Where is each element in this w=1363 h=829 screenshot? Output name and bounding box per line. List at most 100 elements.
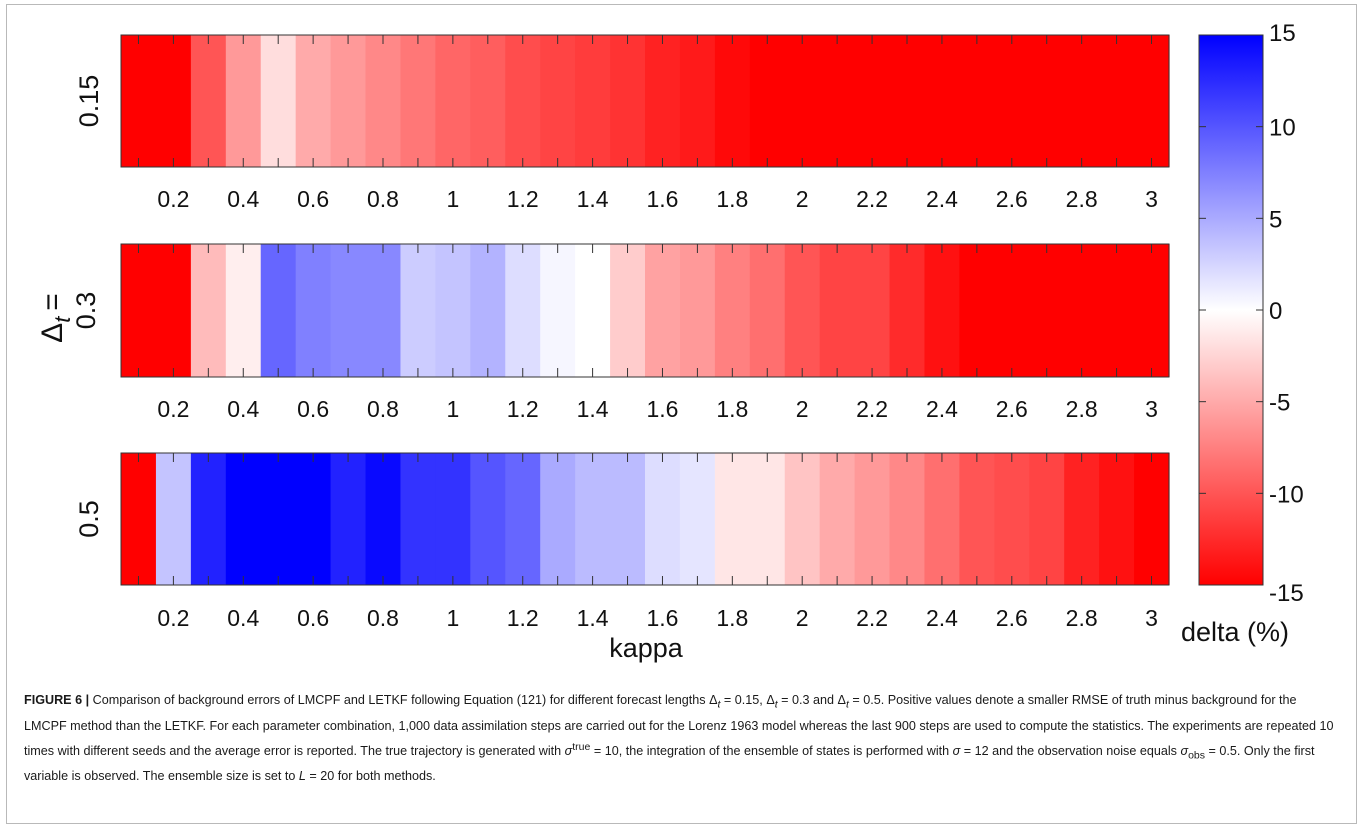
caption-text: Comparison of background errors of LMCPF… [89, 693, 710, 707]
heatmap-cell [924, 453, 960, 585]
x-tick-label: 2.6 [996, 605, 1028, 631]
x-tick-label: 0.4 [227, 605, 259, 631]
heatmap-panels [120, 34, 1170, 586]
x-tick-label: 2.2 [856, 605, 888, 631]
x-tick-label: 2.2 [856, 396, 888, 422]
x-tick-label: 0.4 [227, 186, 259, 212]
heatmap-cell [190, 35, 227, 167]
heatmap-cell [121, 453, 157, 585]
caption-symbol: σ [1180, 743, 1189, 758]
heatmap-cell [994, 244, 1030, 377]
panel-border [120, 34, 1170, 168]
heatmap-cell [505, 453, 541, 585]
x-tick-label: 1.4 [577, 186, 609, 212]
caption-text: = 20 for both methods. [305, 769, 436, 784]
x-tick-label: 2 [796, 396, 809, 422]
caption-label: FIGURE 6 | [24, 693, 90, 707]
heatmap-cell [889, 453, 926, 585]
figure-frame [6, 4, 1357, 824]
heatmap-cell [121, 35, 157, 167]
x-tick-label: 0.8 [367, 396, 399, 422]
row-label: 0.5 [74, 500, 104, 538]
heatmap-cell [749, 244, 786, 377]
x-tick-label: 1.2 [507, 605, 539, 631]
heatmap-cell [470, 453, 506, 585]
heatmap-cell [1029, 453, 1065, 585]
x-tick-label: 1.6 [646, 605, 678, 631]
heatmap-cell [1134, 244, 1170, 377]
caption-symbol: Δ [709, 693, 718, 707]
heatmap-cell [749, 35, 786, 167]
x-tick-label: 2.6 [996, 396, 1028, 422]
x-tick-label: 1 [446, 396, 459, 422]
heatmap-cell [959, 453, 995, 585]
heatmap-cell [1064, 35, 1100, 167]
caption-symbol: L [298, 769, 306, 784]
x-tick-label: 1.2 [507, 396, 539, 422]
heatmap-cell [470, 244, 506, 377]
heatmap-cell [540, 244, 576, 377]
heatmap-cell [295, 35, 332, 167]
caption-subscript: t [717, 698, 721, 711]
heatmap-panel [120, 243, 1170, 378]
row-label: 0.15 [74, 75, 104, 128]
heatmap-cell [330, 453, 367, 585]
heatmap-cell [645, 453, 681, 585]
heatmap-cell [610, 35, 646, 167]
heatmap-cell [1134, 453, 1170, 585]
x-tick-label: 0.6 [297, 605, 329, 631]
heatmap-cell [1029, 244, 1065, 377]
heatmap-figure: 0.2 0.4 0.6 0.8 1 1.2 1.4 1.6 1.8 2 2.2 2.4 2.6 2.8 3 0… [36, 20, 1304, 663]
x-tick-labels: 0.2 0.4 0.6 0.8 1 1.2 1.4 1.6 1.8 2 2.2 2.4 2.6 2.8 3 0… [157, 186, 1158, 631]
caption-text: = 0.5. Only the first variable is observ… [24, 743, 1315, 784]
row-labels: 0.15 0.3 0.5 [71, 75, 104, 538]
x-tick-label: 0.2 [157, 605, 189, 631]
heatmap-cell [1099, 35, 1135, 167]
caption-subscript: t [774, 698, 778, 711]
x-tick-label: 0.6 [297, 186, 329, 212]
heatmap-cell [400, 453, 436, 585]
x-tick-label: 2 [796, 186, 809, 212]
x-tick-label: 2 [796, 605, 809, 631]
heatmap-cell [155, 244, 192, 377]
heatmap-cell [260, 244, 297, 377]
colorbar-gradient [1198, 34, 1264, 586]
heatmap-cell [714, 35, 751, 167]
x-tick-label: 0.2 [157, 186, 189, 212]
heatmap-cell [994, 453, 1030, 585]
colorbar-tick-label: 0 [1269, 298, 1282, 325]
caption-superscript: true [572, 740, 591, 753]
x-axis-label: kappa [609, 633, 684, 663]
heatmap-cell [679, 244, 716, 377]
heatmap-cell [295, 453, 332, 585]
heatmap-cell [645, 35, 681, 167]
figure-caption: FIGURE 6 | Comparison of background erro… [24, 690, 1340, 787]
caption-symbol: σ [564, 743, 573, 758]
heatmap-cell [470, 35, 506, 167]
heatmap-cell [784, 453, 821, 585]
heatmap-cell [155, 453, 192, 585]
caption-text: = 12 and the observation noise equals [960, 743, 1181, 758]
x-tick-label: 1.8 [716, 396, 748, 422]
x-tick-label: 2.6 [996, 186, 1028, 212]
heatmap-cell [400, 35, 436, 167]
heatmap-cell [1029, 35, 1065, 167]
x-tick-label: 1 [446, 605, 459, 631]
heatmap-cell [435, 244, 471, 377]
caption-symbol: σ [952, 743, 961, 758]
heatmap-cell [540, 35, 576, 167]
heatmap-cell [679, 453, 716, 585]
caption-subscript: obs [1188, 749, 1205, 762]
heatmap-cell [959, 244, 995, 377]
heatmap-cell [260, 453, 297, 585]
heatmap-cell [784, 244, 821, 377]
row-label: 0.3 [71, 292, 101, 330]
x-tick-label: 2.4 [926, 605, 958, 631]
x-tick-label: 0.2 [157, 396, 189, 422]
heatmap-cell [260, 35, 297, 167]
caption-symbol: Δ [766, 693, 775, 707]
heatmap-cell [225, 244, 262, 377]
caption-text: = 0.15, [720, 693, 767, 707]
heatmap-cell [924, 35, 960, 167]
heatmap-cell [540, 453, 576, 585]
